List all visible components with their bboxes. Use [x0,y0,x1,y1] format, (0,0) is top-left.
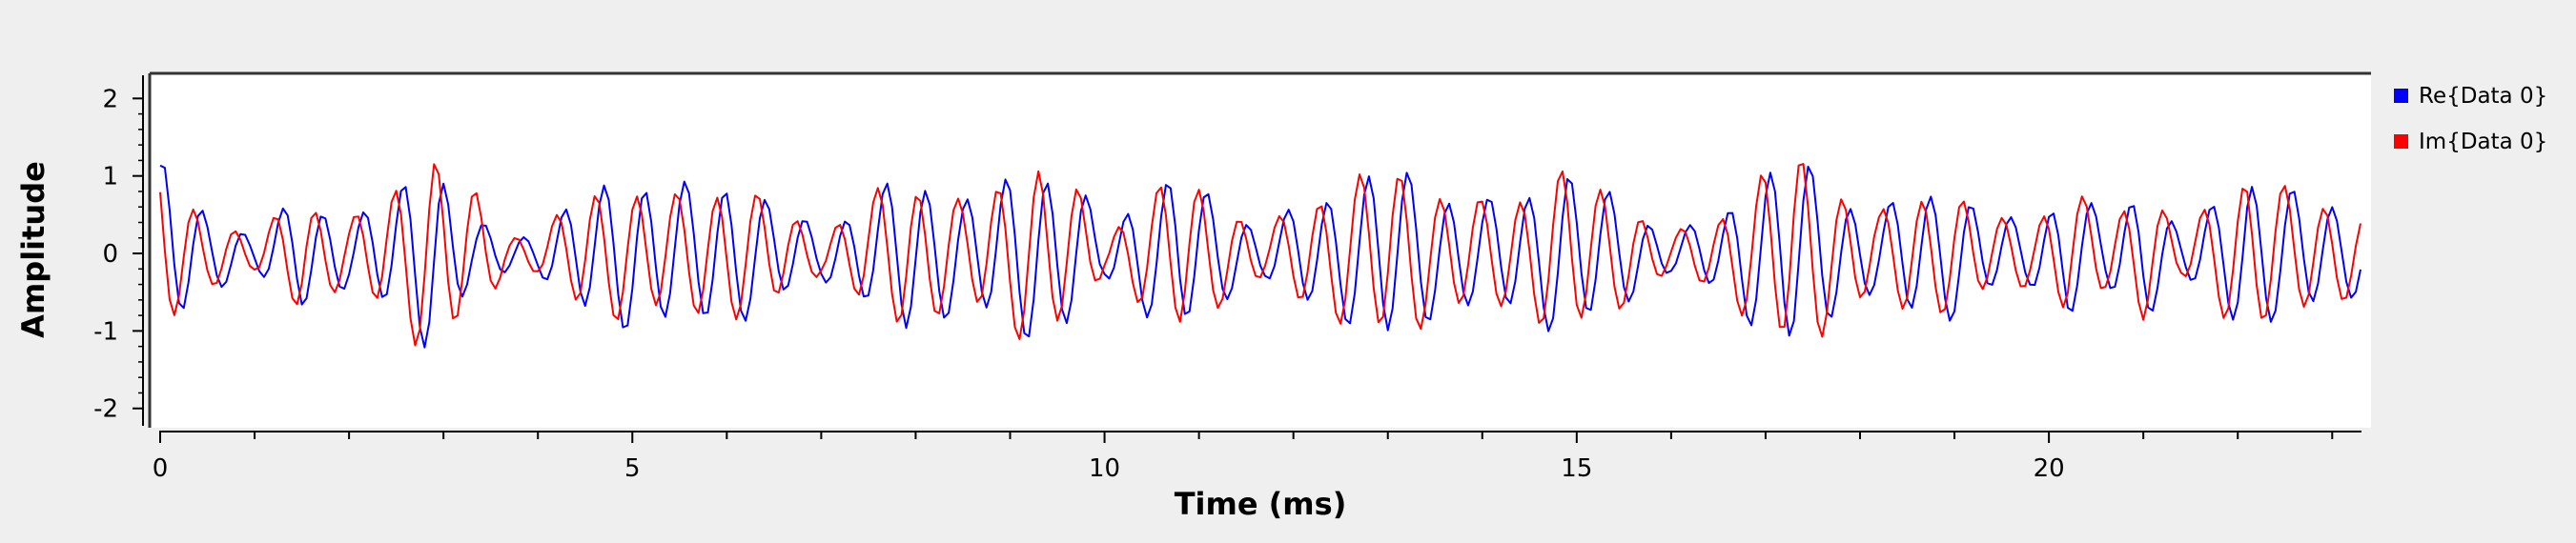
series-layer [159,163,2361,349]
legend-swatch-im [2394,134,2408,149]
plot-area[interactable] [150,73,2371,428]
y-tick-label: -2 [93,395,118,424]
y-axis-ticks: 2 1 0 -1 -2 [93,85,143,424]
x-tick-label: 20 [2034,454,2065,483]
legend-label-im: Im{Data 0} [2419,130,2547,154]
y-tick-label: -1 [93,317,118,346]
series-line-re [159,164,2361,349]
legend-item-re[interactable]: Re{Data 0} [2394,84,2547,109]
series-line-im [159,163,2361,347]
y-axis-title: Amplitude [15,161,51,338]
legend-item-im[interactable]: Im{Data 0} [2394,130,2547,154]
x-tick-label: 15 [1561,454,1592,483]
x-axis-ticks: 0 5 10 15 20 [153,432,2334,483]
y-tick-label: 1 [102,163,118,191]
x-axis-title: Time (ms) [1175,486,1347,522]
legend-swatch-re [2394,89,2408,103]
x-tick-label: 10 [1089,454,1120,483]
y-tick-label: 0 [102,240,118,269]
legend: Re{Data 0} Im{Data 0} [2394,84,2547,154]
y-tick-label: 2 [102,85,118,113]
x-tick-label: 0 [153,454,169,483]
x-tick-label: 5 [624,454,641,483]
legend-label-re: Re{Data 0} [2419,84,2547,109]
